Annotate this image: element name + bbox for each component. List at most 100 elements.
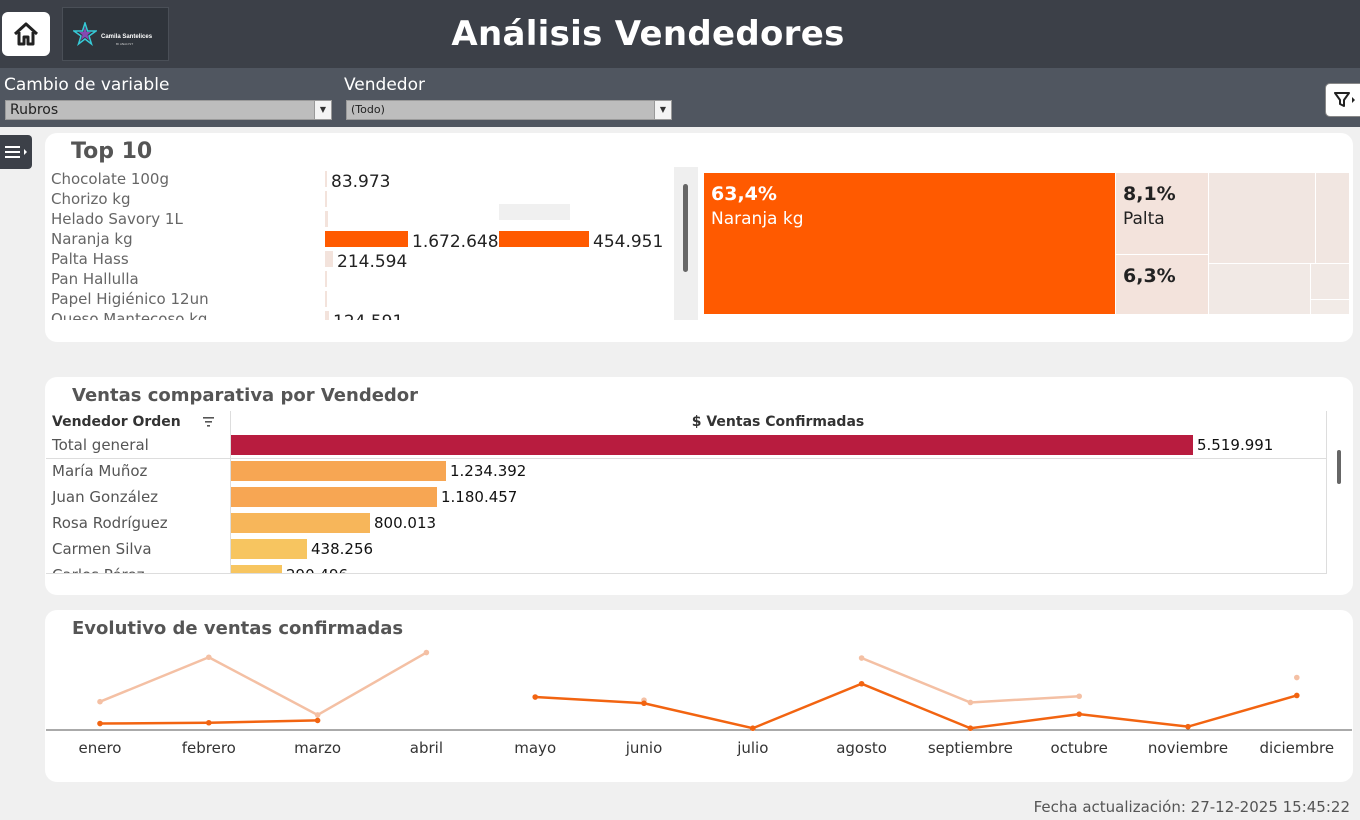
chevron-down-icon[interactable]: ▼ (314, 101, 331, 119)
treemap-cell[interactable] (1316, 173, 1349, 263)
menu-icon (5, 146, 27, 158)
chevron-down-icon[interactable]: ▼ (654, 101, 671, 119)
data-point[interactable] (1076, 693, 1082, 700)
month-tick-label: septiembre (927, 739, 1013, 757)
treemap-cell[interactable] (1116, 173, 1208, 254)
top10-scroll-thumb[interactable] (683, 184, 688, 272)
top10-bar[interactable] (325, 251, 333, 267)
top10-bar[interactable] (325, 291, 327, 307)
vendedor-select-value: (Todo) (351, 103, 385, 116)
data-point[interactable] (206, 654, 212, 661)
top10-item-label: Queso Mantecoso kg (51, 310, 208, 320)
vendedor-value: 1.180.457 (441, 488, 518, 506)
total-bar[interactable] (231, 435, 1193, 455)
data-point[interactable] (1294, 692, 1300, 699)
top10-item-label: Chocolate 100g (51, 170, 169, 188)
top10-item-label: Naranja kg (51, 230, 133, 248)
data-point[interactable] (314, 717, 321, 724)
top10-item-label: Pan Hallulla (51, 270, 139, 288)
month-tick-label: febrero (181, 739, 236, 757)
vendedor-bar[interactable] (231, 539, 307, 559)
top10-value: 1.672.648 (412, 232, 499, 252)
data-point[interactable] (97, 698, 103, 705)
total-value: 5.519.991 (1197, 436, 1274, 454)
treemap-percent: 63,4% (711, 183, 777, 205)
vendedor-name: Rosa Rodríguez (52, 514, 168, 532)
col-header-vendedor[interactable]: Vendedor Orden (52, 414, 181, 430)
data-point[interactable] (206, 719, 212, 726)
evolutivo-line-chart (46, 649, 1352, 732)
month-tick-label: marzo (294, 739, 342, 757)
top10-bar[interactable] (325, 271, 327, 287)
top10-bar[interactable] (325, 211, 328, 227)
evolutivo-card (45, 610, 1353, 782)
vendedor-value: 1.234.392 (450, 462, 527, 480)
vendedor-bar[interactable] (231, 513, 370, 533)
data-point[interactable] (532, 694, 538, 700)
top10-bar[interactable] (325, 171, 327, 187)
logo-subtext: BI ANALYST (115, 41, 134, 46)
star-logo-icon (73, 22, 97, 46)
top10-bar[interactable] (325, 311, 329, 320)
vendedores-title: Ventas comparativa por Vendedor (72, 385, 419, 406)
data-point[interactable] (750, 725, 756, 732)
top10-item-label: Helado Savory 1L (51, 210, 183, 228)
vendedor-value: 800.013 (374, 514, 437, 532)
variable-select-value: Rubros (10, 102, 59, 118)
treemap-cell[interactable] (1209, 264, 1310, 314)
month-tick-label: abril (409, 739, 443, 757)
month-tick-label: julio (737, 739, 769, 757)
filter-icon (1334, 92, 1355, 107)
vendedores-scroll-thumb[interactable] (1337, 450, 1341, 484)
vendedor-name: Carlos Pérez (52, 566, 144, 573)
month-tick-label: diciembre (1259, 739, 1335, 757)
data-point[interactable] (1076, 711, 1082, 717)
data-point[interactable] (641, 700, 647, 707)
treemap-cell[interactable] (1311, 300, 1349, 314)
side-menu-button[interactable] (0, 135, 32, 169)
column-divider (1326, 411, 1327, 573)
top10-bar[interactable] (325, 231, 408, 247)
top10-bar[interactable] (325, 191, 327, 207)
top10-item-label: Papel Higiénico 12un (51, 290, 209, 308)
month-tick-label: octubre (1050, 739, 1108, 757)
treemap-percent: 6,3% (1123, 265, 1176, 287)
top10-bar-secondary[interactable] (499, 204, 570, 220)
top10-bar-secondary[interactable] (499, 231, 589, 247)
logo-text: Camila Santelices (101, 33, 153, 40)
vendedor-select[interactable]: (Todo) ▼ (346, 100, 672, 120)
vendedores-table-body: Total general 5.519.991 María Muñoz 1.234.3… (46, 433, 1327, 573)
vendedor-bar[interactable] (231, 461, 446, 481)
vendedor-value: 438.256 (311, 540, 374, 558)
top10-item-label: Palta Hass (51, 250, 129, 268)
data-point[interactable] (314, 712, 321, 718)
variable-filter-label: Cambio de variable (4, 75, 170, 95)
data-point[interactable] (97, 720, 103, 727)
data-point[interactable] (967, 725, 974, 732)
table-bottom-border (46, 573, 1327, 574)
variable-select[interactable]: Rubros ▼ (5, 100, 332, 120)
vendedor-bar[interactable] (231, 565, 282, 573)
treemap-label: Palta (1123, 209, 1165, 229)
home-button[interactable] (2, 12, 50, 56)
data-point[interactable] (858, 655, 865, 661)
data-point[interactable] (1185, 723, 1191, 730)
top10-value: 214.594 (337, 252, 408, 272)
top10-item-label: Chorizo kg (51, 190, 131, 208)
treemap-cell[interactable] (1311, 264, 1349, 299)
col-header-ventas: $ Ventas Confirmadas (691, 414, 865, 430)
data-point[interactable] (858, 680, 865, 687)
vendedor-bar[interactable] (231, 487, 437, 507)
treemap-cell[interactable] (704, 173, 1115, 314)
filter-button[interactable] (1325, 83, 1360, 117)
vendedor-name: Juan González (52, 488, 159, 506)
sort-icon[interactable] (203, 417, 215, 427)
top10-list: Chocolate 100g 83.973 Chorizo kg Helado Sav… (45, 170, 675, 320)
data-point[interactable] (423, 649, 430, 656)
treemap-cell[interactable] (1209, 173, 1315, 263)
brand-logo: Camila Santelices BI ANALYST (62, 7, 169, 61)
data-point[interactable] (967, 699, 974, 706)
treemap-cell[interactable] (1116, 255, 1208, 314)
treemap-percent: 8,1% (1123, 183, 1176, 205)
data-point[interactable] (1294, 674, 1300, 681)
